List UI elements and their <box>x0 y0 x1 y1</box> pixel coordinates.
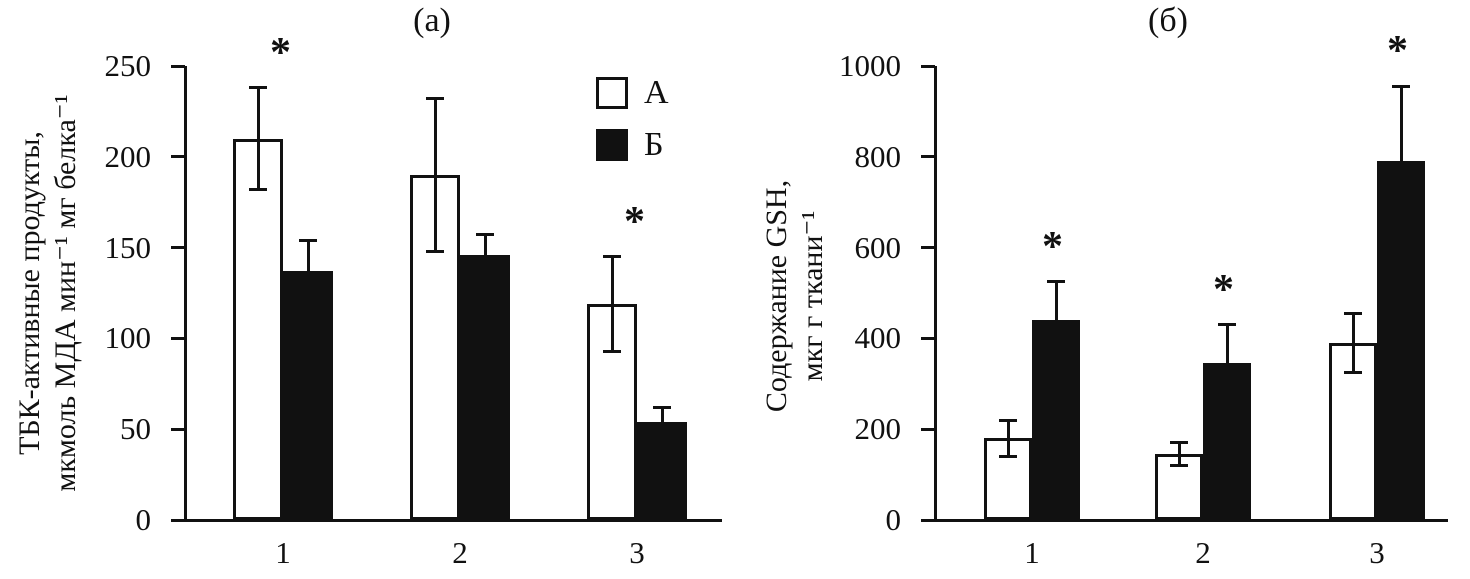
error-bar-cap <box>1170 441 1188 445</box>
y-tick-label: 400 <box>854 320 902 356</box>
significance-star: * <box>1213 266 1234 313</box>
y-tick-label: 50 <box>120 411 151 447</box>
error-bar-line <box>433 98 437 252</box>
y-axis <box>183 66 187 522</box>
legend-entry-b: Б <box>596 128 669 162</box>
y-tick <box>921 64 935 68</box>
error-bar-cap <box>1047 357 1065 361</box>
error-bar-cap <box>1344 370 1362 374</box>
significance-star: * <box>1042 223 1063 270</box>
error-bar-line <box>610 256 614 352</box>
error-bar-cap <box>476 273 494 277</box>
panel-b-y-axis-label: Содержание GSH, мкг г ткани⁻¹ <box>759 56 831 536</box>
panel-a-title: (а) <box>413 2 451 39</box>
error-bar-cap <box>299 300 317 304</box>
legend: А Б <box>596 76 669 162</box>
significance-star: * <box>624 198 645 245</box>
panel-b-title: (б) <box>1148 2 1188 39</box>
legend-swatch-series-b <box>596 129 628 161</box>
y-tick <box>171 155 185 159</box>
error-bar-cap <box>476 233 494 237</box>
y-tick-label: 200 <box>854 411 902 447</box>
x-category-label: 1 <box>275 535 291 570</box>
y-tick-label: 0 <box>135 502 152 537</box>
error-bar-cap <box>999 418 1017 422</box>
error-bar-cap <box>299 238 317 242</box>
error-bar-line <box>1054 281 1058 359</box>
error-bar-line <box>1351 313 1355 373</box>
error-bar-cap <box>653 405 671 409</box>
bar-series-А-group-1 <box>233 138 283 520</box>
error-bar-line <box>483 234 487 275</box>
bar-series-Б-group-3 <box>637 421 687 520</box>
error-bar-cap <box>1392 234 1410 238</box>
error-bar-cap <box>603 255 621 259</box>
y-tick-label: 200 <box>104 138 152 174</box>
error-bar-line <box>1177 442 1181 466</box>
error-bar-cap <box>249 187 267 191</box>
y-tick <box>921 246 935 250</box>
y-axis-label-line-1: Содержание GSH, <box>760 179 793 413</box>
bar-series-Б-group-1 <box>283 271 333 520</box>
significance-star: * <box>270 29 291 76</box>
error-bar-line <box>1225 324 1229 402</box>
y-tick <box>921 155 935 159</box>
y-tick <box>171 427 185 431</box>
y-tick-label: 1000 <box>839 48 901 83</box>
y-tick-label: 150 <box>104 229 152 265</box>
y-tick <box>171 246 185 250</box>
error-bar-cap <box>1344 311 1362 315</box>
y-tick <box>171 64 185 68</box>
y-tick <box>921 518 935 522</box>
error-bar-cap <box>1218 400 1236 404</box>
error-bar-cap <box>653 434 671 438</box>
y-tick-label: 100 <box>104 320 152 356</box>
error-bar-cap <box>426 249 444 253</box>
y-tick <box>171 336 185 340</box>
y-tick-label: 800 <box>854 138 902 174</box>
x-axis <box>185 518 722 522</box>
error-bar-cap <box>999 454 1017 458</box>
error-bar-cap <box>603 349 621 353</box>
x-category-label: 2 <box>452 535 468 570</box>
x-category-label: 2 <box>1195 535 1211 570</box>
error-bar-line <box>306 240 310 303</box>
y-tick-label: 0 <box>885 502 902 537</box>
error-bar-cap <box>1218 323 1236 327</box>
x-axis <box>935 518 1448 522</box>
y-tick <box>921 336 935 340</box>
y-tick-label: 250 <box>104 48 152 83</box>
legend-swatch-series-a <box>596 77 628 109</box>
error-bar-cap <box>1392 84 1410 88</box>
x-category-label: 1 <box>1024 535 1040 570</box>
error-bar-line <box>1399 86 1403 237</box>
error-bar-cap <box>1170 464 1188 468</box>
legend-label-series-a: А <box>644 74 669 111</box>
y-tick <box>921 427 935 431</box>
legend-entry-a: А <box>596 76 669 110</box>
y-axis <box>933 66 937 522</box>
bar-series-Б-group-2 <box>460 254 510 520</box>
y-tick <box>171 518 185 522</box>
error-bar-cap <box>1047 280 1065 284</box>
error-bar-cap <box>249 86 267 90</box>
significance-star: * <box>1387 28 1408 75</box>
error-bar-cap <box>426 97 444 101</box>
error-bar-line <box>1006 420 1010 457</box>
x-category-label: 3 <box>629 535 645 570</box>
x-category-label: 3 <box>1369 535 1385 570</box>
error-bar-line <box>256 87 260 190</box>
y-tick-label: 600 <box>854 229 902 265</box>
error-bar-line <box>660 407 664 437</box>
bar-series-А-group-1 <box>984 438 1032 520</box>
legend-label-series-b: Б <box>644 126 664 163</box>
